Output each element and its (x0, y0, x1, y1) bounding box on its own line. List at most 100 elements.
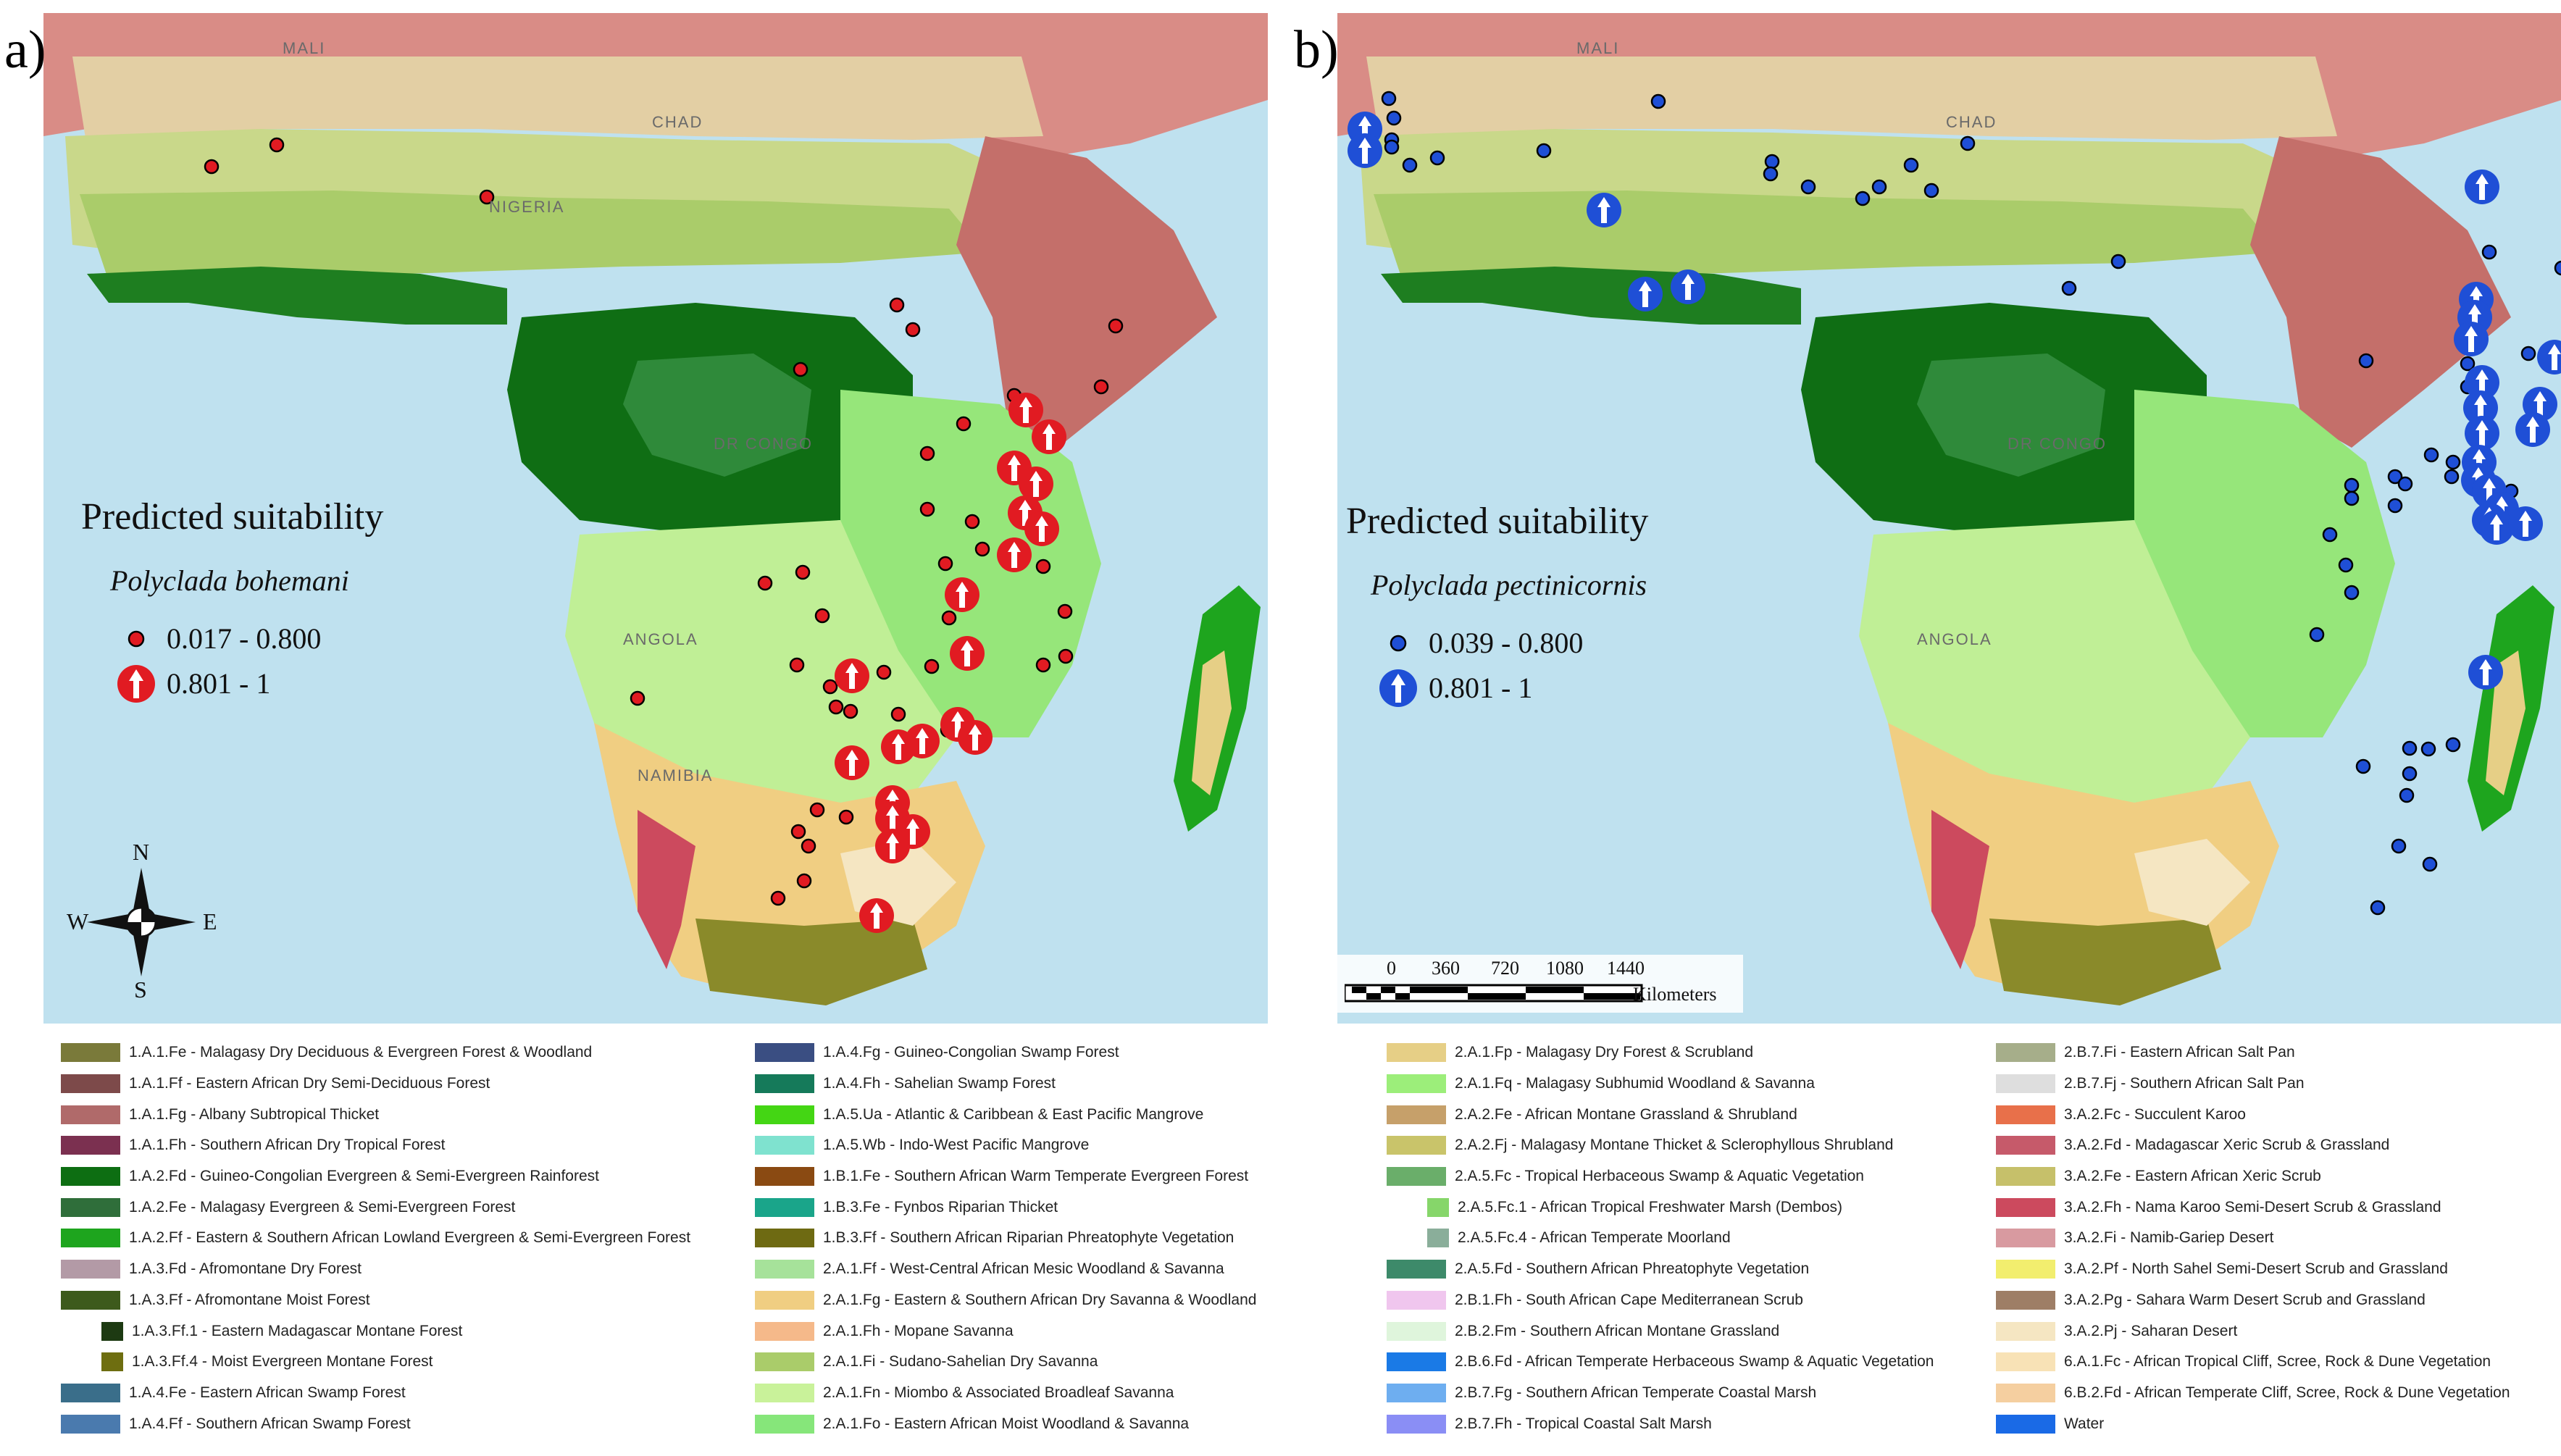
legend-swatch (755, 1383, 814, 1402)
legend-swatch (1996, 1290, 2055, 1310)
legend-label: 3.A.2.Pj - Saharan Desert (2064, 1322, 2238, 1339)
legend-entry: 3.A.2.Pg - Sahara Warm Desert Scrub and … (1996, 1285, 2510, 1316)
occurrence-point (2309, 627, 2325, 643)
legend-swatch (61, 1197, 120, 1217)
legend-entry: 2.A.5.Fc.4 - African Temperate Moorland (1387, 1223, 1934, 1254)
occurrence-point (2061, 280, 2077, 296)
legend-swatch (755, 1260, 814, 1279)
north-arrow-glyph (2476, 174, 2489, 200)
legend-label: 1.A.2.Fd - Guineo-Congolian Evergreen & … (129, 1168, 599, 1185)
legend-entry: 1.B.3.Fe - Fynbos Riparian Thicket (755, 1192, 1256, 1223)
legend-swatch (1387, 1105, 1446, 1124)
north-arrow-glyph (2519, 511, 2532, 537)
occurrence-point (2344, 585, 2360, 601)
legend-label: 1.B.1.Fe - Southern African Warm Tempera… (823, 1168, 1249, 1185)
north-arrow-glyph (2483, 478, 2496, 504)
species-name-a: Polyclada bohemani (110, 564, 349, 597)
compass-icon (87, 868, 196, 976)
legend-swatch (1996, 1043, 2055, 1063)
legend-label: 1.A.4.Ff - Southern African Swamp Forest (129, 1415, 411, 1432)
legend-entry: 2.A.5.Fd - Southern African Phreatophyte… (1387, 1254, 1934, 1285)
north-arrow-glyph (886, 806, 899, 832)
scale-tick-1440: 1440 (1607, 958, 1645, 979)
legend-entry: 2.B.6.Fd - African Temperate Herbaceous … (1387, 1347, 1934, 1378)
occurrence-point (2355, 758, 2371, 774)
occurrence-point (2358, 353, 2374, 369)
legend-symbols-b (1379, 635, 1417, 707)
north-arrow-glyph (1019, 397, 1032, 423)
occurrence-point (793, 361, 809, 377)
legend-swatch (755, 1197, 814, 1217)
range-high-b: 0.801 - 1 (1429, 671, 1533, 704)
legend-entry: 1.B.3.Ff - Southern African Riparian Phr… (755, 1223, 1256, 1254)
legend-entry: 2.A.1.Fg - Eastern & Southern African Dr… (755, 1285, 1256, 1316)
north-arrow-glyph (2468, 304, 2481, 330)
occurrence-point (2344, 490, 2360, 506)
legend-entry: 3.A.2.Pj - Saharan Desert (1996, 1315, 2510, 1347)
legend-label: 2.A.2.Fj - Malagasy Montane Thicket & Sc… (1455, 1137, 1894, 1154)
legend-swatch (1387, 1074, 1446, 1094)
legend-swatch (1996, 1105, 2055, 1124)
legend-entry: 2.A.5.Fc - Tropical Herbaceous Swamp & A… (1387, 1161, 1934, 1192)
legend-label: 6.B.2.Fd - African Temperate Cliff, Scre… (2064, 1384, 2510, 1401)
north-arrow-glyph (2465, 326, 2478, 352)
legend-label: 1.A.4.Fh - Sahelian Swamp Forest (823, 1075, 1056, 1092)
legend-label: 1.A.1.Ff - Eastern African Dry Semi-Deci… (129, 1075, 490, 1092)
legend-swatch (1996, 1352, 2055, 1372)
legend-swatch (755, 1074, 814, 1094)
legend-label: 2.A.1.Ff - West-Central African Mesic Wo… (823, 1260, 1224, 1278)
occurrence-point (2370, 900, 2386, 916)
legend-swatch (755, 1414, 814, 1434)
legend-label: 1.A.5.Ua - Atlantic & Caribbean & East P… (823, 1105, 1204, 1123)
legend-symbols-a (117, 630, 155, 703)
occurrence-point (843, 703, 858, 719)
scale-tick-720: 720 (1491, 958, 1519, 979)
legend-column-1: 1.A.1.Fe - Malagasy Dry Deciduous & Ever… (61, 1037, 690, 1439)
legend-entry: 1.A.5.Wb - Indo-West Pacific Mangrove (755, 1130, 1256, 1161)
north-arrow-glyph (969, 724, 982, 750)
country-label-namibia: NAMIBIA (638, 766, 714, 785)
north-arrow-glyph (2474, 395, 2487, 421)
legend-entry: 6.B.2.Fd - African Temperate Cliff, Scre… (1996, 1378, 2510, 1409)
legend-swatch (1387, 1383, 1446, 1402)
legend-label: 2.B.7.Fi - Eastern African Salt Pan (2064, 1044, 2295, 1061)
country-label-nigeria: NIGERIA (489, 198, 565, 216)
legend-label: 2.A.5.Fd - Southern African Phreatophyte… (1455, 1260, 1810, 1278)
occurrence-point (2110, 254, 2126, 269)
occurrence-point (889, 297, 905, 313)
occurrence-point (964, 514, 980, 530)
occurrence-point (757, 575, 773, 591)
occurrence-point (890, 706, 906, 722)
legend-label: 1.A.2.Ff - Eastern & Southern African Lo… (129, 1229, 691, 1247)
legend-label: 2.B.7.Fj - Southern African Salt Pan (2064, 1075, 2305, 1092)
legend-swatch (755, 1136, 814, 1155)
legend-label: 3.A.2.Fd - Madagascar Xeric Scrub & Gras… (2064, 1137, 2390, 1154)
legend-entry: 2.A.1.Fp - Malagasy Dry Forest & Scrubla… (1387, 1037, 1934, 1068)
occurrence-point (2344, 477, 2360, 493)
occurrence-point (2554, 260, 2561, 276)
occurrence-point (1057, 603, 1073, 619)
occurrence-point (1093, 379, 1109, 395)
legend-swatch (1387, 1043, 1446, 1063)
legend-label: 2.B.7.Fh - Tropical Coastal Salt Marsh (1455, 1415, 1712, 1432)
occurrence-point (770, 890, 786, 906)
legend-swatch (755, 1229, 814, 1248)
legend-swatch (61, 1074, 120, 1094)
legend-swatch (61, 1229, 120, 1248)
legend-swatch (61, 1290, 120, 1310)
north-arrow-glyph (2479, 659, 2492, 685)
occurrence-point (1536, 143, 1552, 159)
legend-label: 1.A.3.Ff.1 - Eastern Madagascar Montane … (132, 1322, 463, 1339)
legend-entry: 2.A.5.Fc.1 - African Tropical Freshwater… (1387, 1192, 1934, 1223)
north-arrow-glyph (916, 728, 929, 754)
legend-entry: 1.A.1.Fe - Malagasy Dry Deciduous & Ever… (61, 1037, 690, 1068)
north-arrow-glyph (1681, 274, 1695, 300)
north-arrow-glyph (2490, 514, 2503, 540)
panel-label-a: a) (4, 20, 46, 80)
occurrence-point (1923, 183, 1939, 198)
legend-label: 1.B.3.Fe - Fynbos Riparian Thicket (823, 1198, 1058, 1216)
legend-entry: 2.A.1.Fn - Miombo & Associated Broadleaf… (755, 1378, 1256, 1409)
north-arrow-glyph (1008, 542, 1021, 568)
occurrence-point (2322, 527, 2338, 543)
legend-swatch (755, 1352, 814, 1372)
